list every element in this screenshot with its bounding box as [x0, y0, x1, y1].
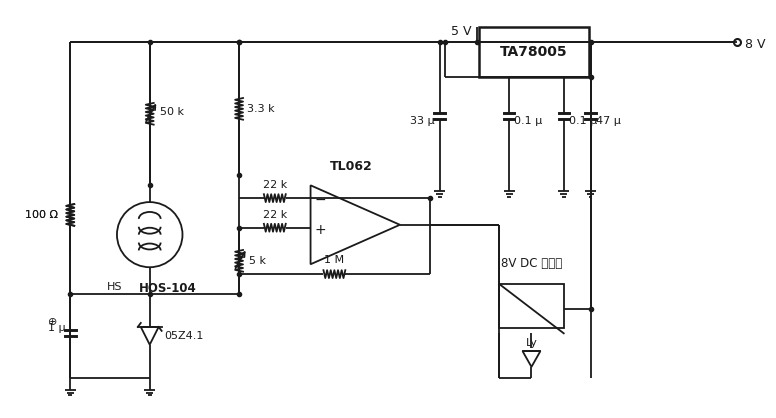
Text: 8 V: 8 V [746, 38, 766, 51]
Text: 1 μ: 1 μ [47, 324, 65, 334]
Text: 0.1 μ: 0.1 μ [569, 116, 597, 126]
Text: −: − [315, 193, 326, 207]
Text: HOS-104: HOS-104 [139, 282, 196, 295]
Text: 3.3 k: 3.3 k [247, 104, 275, 114]
Text: 5 k: 5 k [249, 256, 266, 266]
Text: 50 k: 50 k [160, 107, 184, 117]
Text: TL062: TL062 [329, 161, 372, 173]
Text: 100 Ω: 100 Ω [26, 210, 58, 220]
Text: ⊕: ⊕ [48, 318, 57, 327]
Text: 05Z4.1: 05Z4.1 [165, 331, 204, 341]
Text: Ly: Ly [525, 338, 538, 348]
Text: 1 M: 1 M [324, 255, 345, 265]
Text: HS: HS [107, 282, 123, 292]
Bar [499, 284, 563, 329]
Text: 33 μ: 33 μ [410, 116, 435, 126]
Text: 100 Ω: 100 Ω [26, 210, 58, 220]
Text: 22 k: 22 k [263, 210, 287, 220]
Text: 8V DC 릴레이: 8V DC 릴레이 [501, 257, 562, 270]
Text: 5 V: 5 V [451, 25, 471, 38]
Text: 0.1 μ: 0.1 μ [514, 116, 542, 126]
Bar [480, 28, 588, 77]
Text: +: + [315, 223, 326, 237]
Text: 22 k: 22 k [263, 180, 287, 190]
Text: TA78005: TA78005 [501, 45, 568, 59]
Text: 47 μ: 47 μ [595, 116, 620, 126]
